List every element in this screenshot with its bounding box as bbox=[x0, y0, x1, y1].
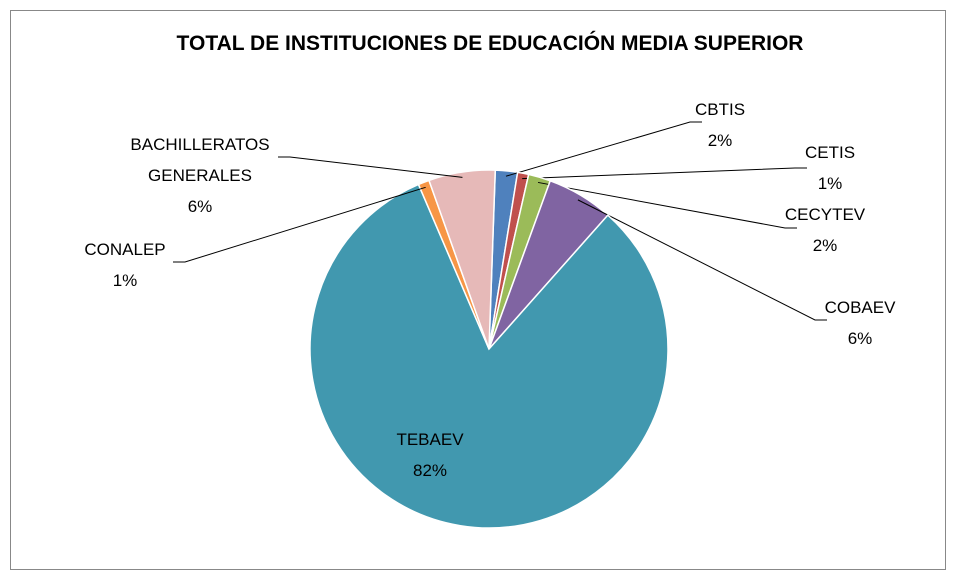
value-label: 1% bbox=[818, 174, 843, 193]
data-label: CECYTEV bbox=[785, 205, 866, 224]
pie-slice bbox=[428, 169, 497, 350]
data-label: COBAEV bbox=[825, 298, 897, 317]
value-label: 2% bbox=[813, 236, 838, 255]
leader-line bbox=[505, 121, 702, 177]
value-label: 2% bbox=[708, 131, 733, 150]
data-label: CONALEP bbox=[84, 240, 165, 259]
value-label: 82% bbox=[413, 461, 447, 480]
data-label: BACHILLERATOS GENERALES bbox=[130, 135, 269, 185]
category-label: CONALEP bbox=[84, 240, 165, 259]
data-label: CBTIS bbox=[695, 100, 745, 119]
category-label: GENERALES bbox=[148, 166, 252, 185]
data-label: TEBAEV bbox=[396, 430, 464, 449]
category-label: COBAEV bbox=[825, 298, 897, 317]
data-label: CETIS bbox=[805, 143, 855, 162]
leader-line bbox=[278, 156, 463, 178]
value-label: 1% bbox=[113, 271, 138, 290]
leader-line bbox=[537, 181, 797, 229]
value-label: 6% bbox=[848, 329, 873, 348]
leader-line bbox=[173, 186, 426, 263]
leader-line bbox=[522, 167, 807, 180]
category-label: CETIS bbox=[805, 143, 855, 162]
category-label: CBTIS bbox=[695, 100, 745, 119]
chart-title: TOTAL DE INSTITUCIONES DE EDUCACIÓN MEDI… bbox=[176, 32, 804, 55]
category-label: CECYTEV bbox=[785, 205, 866, 224]
category-label: TEBAEV bbox=[396, 430, 464, 449]
category-label: BACHILLERATOS bbox=[130, 135, 269, 154]
value-label: 6% bbox=[188, 197, 213, 216]
leader-line bbox=[577, 199, 827, 321]
pie-slice bbox=[309, 183, 669, 529]
